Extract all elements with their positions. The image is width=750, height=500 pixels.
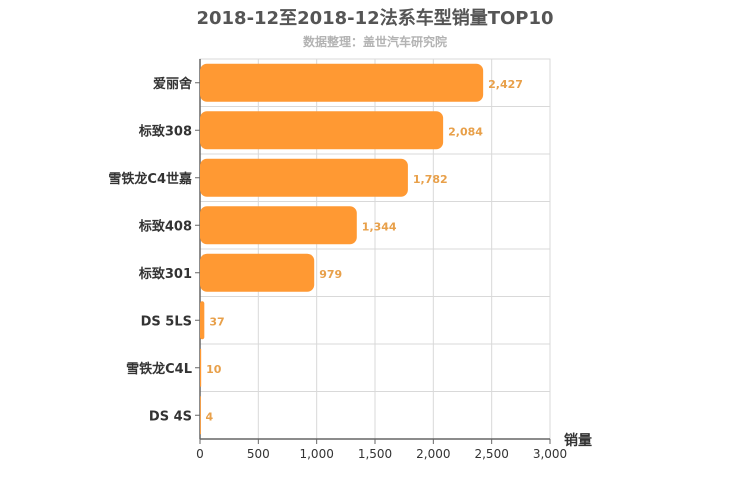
- category-label: DS 4S: [149, 409, 192, 424]
- data-label: 1,782: [413, 173, 448, 186]
- category-label: DS 5LS: [141, 314, 192, 329]
- data-label: 2,084: [448, 125, 483, 138]
- category-label: 标致301: [138, 266, 192, 282]
- bar[interactable]: [200, 111, 444, 150]
- x-tick-label: 2,000: [416, 447, 450, 461]
- chart-title: 2018-12至2018-12法系车型销量TOP10: [196, 8, 554, 29]
- data-label: 37: [209, 315, 224, 328]
- x-tick-label: 500: [247, 447, 270, 461]
- chart-subtitle: 数据整理：盖世汽车研究院: [302, 35, 447, 49]
- category-label: 雪铁龙C4世嘉: [108, 171, 192, 187]
- bar[interactable]: [200, 206, 357, 245]
- data-label: 2,427: [488, 78, 523, 91]
- bar[interactable]: [200, 396, 201, 435]
- bar[interactable]: [200, 301, 205, 340]
- category-label: 标致308: [138, 123, 192, 139]
- x-axis-title: 销量: [564, 432, 592, 449]
- x-tick-label: 0: [196, 447, 204, 461]
- data-label: 10: [206, 363, 222, 376]
- category-label: 标致408: [138, 218, 192, 234]
- x-tick-label: 1,000: [299, 447, 333, 461]
- x-tick-label: 3,000: [533, 447, 567, 461]
- bar[interactable]: [200, 348, 202, 387]
- x-tick-label: 1,500: [358, 447, 392, 461]
- data-label: 4: [205, 410, 213, 423]
- category-label: 雪铁龙C4L: [126, 361, 192, 377]
- bar[interactable]: [200, 63, 484, 102]
- x-tick-label: 2,500: [474, 447, 508, 461]
- category-label: 爱丽舍: [153, 76, 193, 92]
- data-label: 979: [319, 268, 342, 281]
- data-label: 1,344: [362, 220, 397, 233]
- bar[interactable]: [200, 158, 408, 197]
- bar[interactable]: [200, 253, 315, 292]
